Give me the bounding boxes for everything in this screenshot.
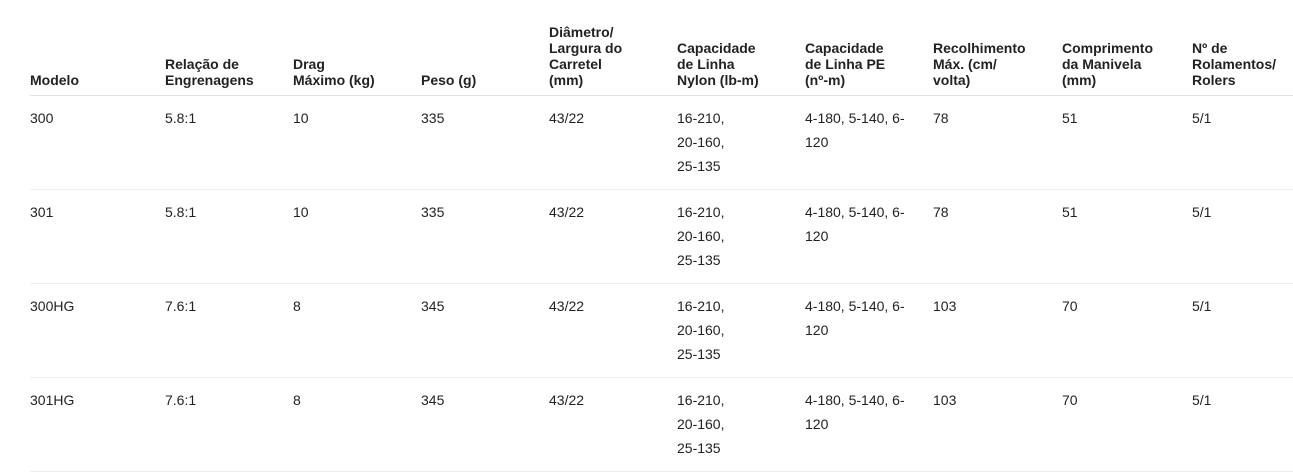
cell-text: 7.6:1 (165, 298, 197, 314)
cell-text: 345 (421, 298, 445, 314)
table-cell: 4-180, 5-140, 6-120 (805, 377, 933, 472)
cell-text: 43/22 (549, 298, 585, 314)
cell-text: 103 (933, 392, 957, 408)
column-header: Nº de Rolamentos/ Rolers (1192, 0, 1293, 96)
cell-text: 4-180, 5-140, 6-120 (805, 298, 905, 338)
table-cell: 43/22 (549, 95, 677, 190)
table-cell: 335 (421, 95, 549, 190)
table-row: 301 5.8:1 10 335 43/22 16-210, 20-160, 25-135… (30, 189, 1293, 284)
table-cell: 78 (933, 189, 1062, 284)
cell-text: 5/1 (1192, 204, 1212, 220)
cell-text: 78 (933, 110, 949, 126)
table-cell: 5/1 (1192, 189, 1293, 284)
column-header: Relação de Engrenagens (165, 0, 293, 96)
table-cell: 103 (933, 377, 1062, 472)
cell-text: 10 (293, 204, 309, 220)
table-head: Modelo Relação de Engrenagens Drag Máximo … (30, 0, 1293, 96)
cell-text: 8 (293, 392, 301, 408)
table-cell: 5.8:1 (165, 95, 293, 190)
column-header: Drag Máximo (kg) (293, 0, 421, 96)
table-cell: 5/1 (1192, 95, 1293, 190)
table-cell: 8 (293, 377, 421, 472)
cell-text: 43/22 (549, 110, 585, 126)
column-header: Capacidade de Linha PE (nº-m) (805, 0, 933, 96)
cell-text: 5.8:1 (165, 204, 197, 220)
table-cell: 16-210, 20-160, 25-135 (677, 189, 805, 284)
table-cell: 301 (30, 189, 165, 284)
cell-text: 16-210, 20-160, 25-135 (677, 392, 725, 456)
table-cell: 43/22 (549, 189, 677, 284)
table-cell: 10 (293, 95, 421, 190)
spec-table: Modelo Relação de Engrenagens Drag Máximo … (30, 0, 1293, 472)
table-cell: 301HG (30, 377, 165, 472)
table-row: 301HG 7.6:1 8 345 43/22 16-210, 20-160, 25-13… (30, 377, 1293, 472)
table-cell: 4-180, 5-140, 6-120 (805, 189, 933, 284)
column-header: Capacidade de Linha Nylon (lb-m) (677, 0, 805, 96)
table-cell: 70 (1062, 283, 1192, 378)
table-cell: 5/1 (1192, 377, 1293, 472)
table-cell: 5/1 (1192, 283, 1293, 378)
cell-text: 10 (293, 110, 309, 126)
table-cell: 103 (933, 283, 1062, 378)
cell-text: 301 (30, 204, 54, 220)
table-cell: 345 (421, 283, 549, 378)
cell-text: 16-210, 20-160, 25-135 (677, 204, 725, 268)
cell-text: 7.6:1 (165, 392, 197, 408)
page: Modelo Relação de Engrenagens Drag Máximo … (30, 0, 1293, 472)
cell-text: 51 (1062, 204, 1078, 220)
cell-text: 4-180, 5-140, 6-120 (805, 204, 905, 244)
table-cell: 51 (1062, 95, 1192, 190)
cell-text: 5.8:1 (165, 110, 197, 126)
cell-text: 78 (933, 204, 949, 220)
table-body: 300 5.8:1 10 335 43/22 16-210, 20-160, 25-135… (30, 95, 1293, 472)
table-cell: 10 (293, 189, 421, 284)
cell-text: 345 (421, 392, 445, 408)
cell-text: 335 (421, 110, 445, 126)
table-cell: 7.6:1 (165, 377, 293, 472)
table-row: 300HG 7.6:1 8 345 43/22 16-210, 20-160, 25-13… (30, 283, 1293, 378)
table-cell: 345 (421, 377, 549, 472)
cell-text: 16-210, 20-160, 25-135 (677, 298, 725, 362)
table-cell: 5.8:1 (165, 189, 293, 284)
cell-text: 16-210, 20-160, 25-135 (677, 110, 725, 174)
cell-text: 5/1 (1192, 392, 1212, 408)
table-cell: 16-210, 20-160, 25-135 (677, 377, 805, 472)
cell-text: 4-180, 5-140, 6-120 (805, 392, 905, 432)
column-header: Modelo (30, 0, 165, 96)
cell-text: 300HG (30, 298, 75, 314)
column-header: Peso (g) (421, 0, 549, 96)
table-row: 300 5.8:1 10 335 43/22 16-210, 20-160, 25-135… (30, 95, 1293, 190)
column-header: Diâmetro/ Largura do Carretel (mm) (549, 0, 677, 96)
table-cell: 43/22 (549, 283, 677, 378)
cell-text: 70 (1062, 298, 1078, 314)
table-cell: 7.6:1 (165, 283, 293, 378)
table-cell: 51 (1062, 189, 1192, 284)
table-cell: 8 (293, 283, 421, 378)
cell-text: 43/22 (549, 204, 585, 220)
cell-text: 301HG (30, 392, 75, 408)
cell-text: 103 (933, 298, 957, 314)
table-cell: 16-210, 20-160, 25-135 (677, 95, 805, 190)
cell-text: 335 (421, 204, 445, 220)
table-cell: 4-180, 5-140, 6-120 (805, 95, 933, 190)
cell-text: 43/22 (549, 392, 585, 408)
column-header: Recolhimento Máx. (cm/ volta) (933, 0, 1062, 96)
cell-text: 70 (1062, 392, 1078, 408)
cell-text: 4-180, 5-140, 6-120 (805, 110, 905, 150)
cell-text: 51 (1062, 110, 1078, 126)
table-cell: 70 (1062, 377, 1192, 472)
table-cell: 335 (421, 189, 549, 284)
cell-text: 5/1 (1192, 110, 1212, 126)
table-cell: 16-210, 20-160, 25-135 (677, 283, 805, 378)
cell-text: 300 (30, 110, 54, 126)
cell-text: 5/1 (1192, 298, 1212, 314)
table-cell: 78 (933, 95, 1062, 190)
column-header: Comprimento da Manivela (mm) (1062, 0, 1192, 96)
table-cell: 300 (30, 95, 165, 190)
table-cell: 43/22 (549, 377, 677, 472)
table-cell: 4-180, 5-140, 6-120 (805, 283, 933, 378)
cell-text: 8 (293, 298, 301, 314)
table-cell: 300HG (30, 283, 165, 378)
header-row: Modelo Relação de Engrenagens Drag Máximo … (30, 0, 1293, 96)
